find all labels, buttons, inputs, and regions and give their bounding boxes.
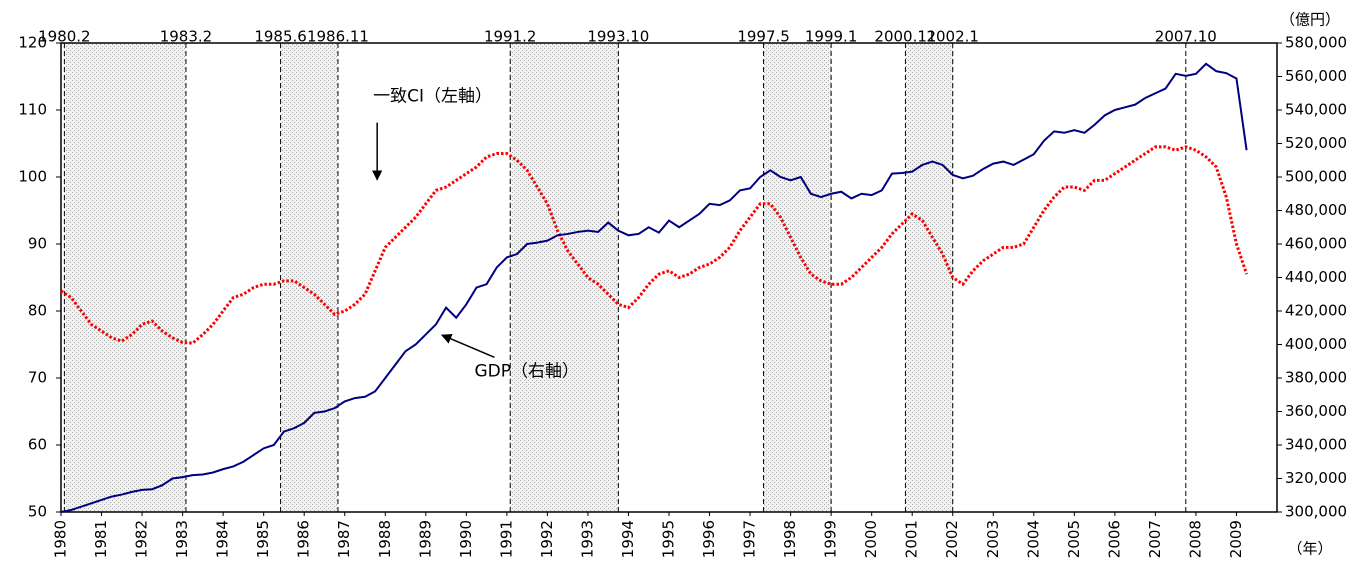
x-tick-label: 2001 — [903, 520, 921, 558]
reference-label: 1999.1 — [805, 28, 858, 46]
reference-label: 1997.5 — [737, 28, 790, 46]
y-tick-label: 50 — [28, 503, 47, 521]
x-tick-label: 1994 — [619, 520, 637, 558]
x-tick-label: 1984 — [214, 520, 232, 558]
y2-tick-label: 540,000 — [1285, 101, 1347, 119]
x-tick-label: 2008 — [1186, 520, 1204, 558]
x-tick-label: 1990 — [457, 520, 475, 558]
y-tick-label: 100 — [18, 168, 47, 186]
x-tick-label: 1980 — [52, 520, 70, 558]
y2-tick-label: 300,000 — [1285, 503, 1347, 521]
x-tick-label: 1988 — [376, 520, 394, 558]
reference-label: 1985.6 — [254, 28, 307, 46]
x-tick-label: 1996 — [700, 520, 718, 558]
y-tick-label: 70 — [28, 369, 47, 387]
x-tick-label: 2009 — [1227, 520, 1245, 558]
y-tick-label: 80 — [28, 302, 47, 320]
x-tick-label: 2004 — [1024, 520, 1042, 558]
y2-tick-label: 400,000 — [1285, 335, 1347, 353]
y2-tick-label: 460,000 — [1285, 235, 1347, 253]
x-tick-label: 1981 — [92, 520, 110, 558]
annotation-arrow — [440, 333, 495, 358]
reference-label: 2007.10 — [1155, 28, 1217, 46]
y-tick-label: 110 — [18, 101, 47, 119]
y2-tick-label: 500,000 — [1285, 168, 1347, 186]
y2-tick-label: 440,000 — [1285, 268, 1347, 286]
x-tick-label: 1989 — [416, 520, 434, 558]
reference-label: 1986.11 — [307, 28, 369, 46]
recession-shade — [64, 43, 186, 512]
x-tick-label: 1995 — [660, 520, 678, 558]
x-tick-label: 1999 — [822, 520, 840, 558]
annotation: GDP（右軸） — [474, 361, 579, 381]
x-tick-label: 1993 — [578, 520, 596, 558]
y2-tick-label: 560,000 — [1285, 67, 1347, 85]
y2-tick-label: 380,000 — [1285, 369, 1347, 387]
x-tick-label: 1997 — [741, 520, 759, 558]
y-tick-label: 120 — [18, 34, 47, 52]
x-tick-label: 2005 — [1065, 520, 1083, 558]
y2-axis-label: （億円） — [1280, 11, 1340, 29]
x-tick-label: 1998 — [781, 520, 799, 558]
reference-label: 1993.10 — [587, 28, 649, 46]
x-tick-label: 1983 — [173, 520, 191, 558]
recession-shade — [905, 43, 953, 512]
series-line — [60, 62, 1248, 513]
x-tick-label: 2003 — [984, 520, 1002, 558]
x-tick-label: 2000 — [862, 520, 880, 558]
reference-label: 2002.1 — [926, 28, 979, 46]
series-line — [60, 145, 1249, 345]
x-tick-label: 1986 — [295, 520, 313, 558]
y-tick-label: 90 — [28, 235, 47, 253]
reference-label: 1980.2 — [38, 28, 91, 46]
recession-shade — [280, 43, 338, 512]
plot-frame — [60, 42, 1278, 513]
recession-shade — [763, 43, 832, 512]
reference-label: 1991.2 — [484, 28, 537, 46]
y2-tick-label: 480,000 — [1285, 201, 1347, 219]
y2-tick-label: 420,000 — [1285, 302, 1347, 320]
y-tick-label: 60 — [28, 436, 47, 454]
x-tick-label: 1985 — [254, 520, 272, 558]
x-tick-label: 1982 — [133, 520, 151, 558]
x-tick-label: 1987 — [335, 520, 353, 558]
reference-label: 1983.2 — [160, 28, 213, 46]
y2-tick-label: 360,000 — [1285, 402, 1347, 420]
x-axis-label: （年） — [1287, 540, 1332, 558]
annotation: 一致CI（左軸） — [373, 87, 492, 107]
x-tick-label: 2007 — [1146, 520, 1164, 558]
y2-tick-label: 340,000 — [1285, 436, 1347, 454]
y2-tick-label: 580,000 — [1285, 34, 1347, 52]
y2-tick-label: 520,000 — [1285, 134, 1347, 152]
x-tick-label: 2006 — [1105, 520, 1123, 558]
x-tick-label: 2002 — [943, 520, 961, 558]
recession-shade — [510, 43, 619, 512]
y2-tick-label: 320,000 — [1285, 469, 1347, 487]
reference-label: 2000.11 — [874, 28, 936, 46]
x-tick-label: 1992 — [538, 520, 556, 558]
x-tick-label: 1991 — [497, 520, 515, 558]
